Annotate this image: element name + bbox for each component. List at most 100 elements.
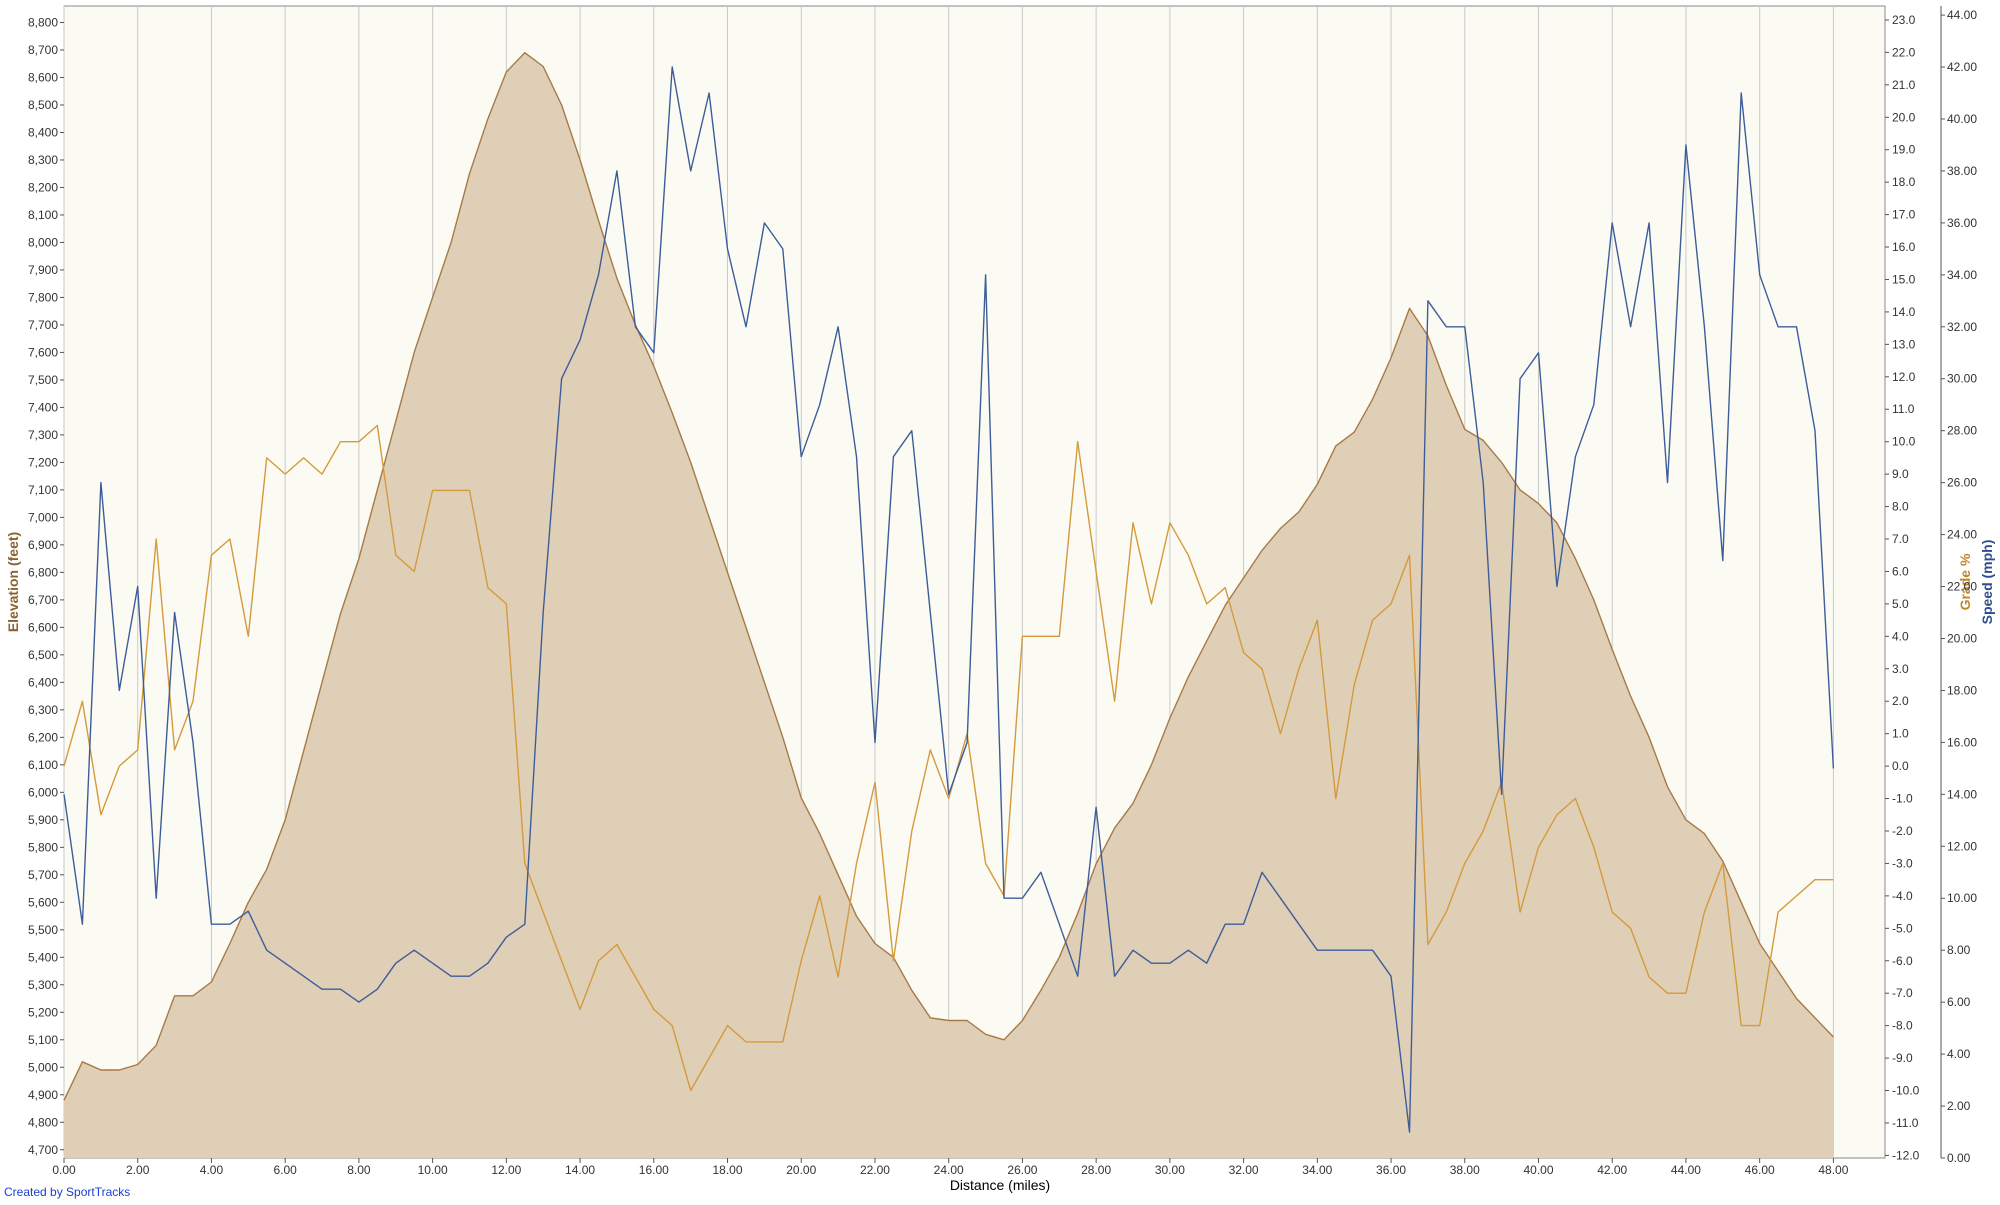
x-tick-label: 0.00	[52, 1163, 76, 1177]
y2-tick-label: 8.0	[1892, 500, 1909, 514]
y2-tick-label: 21.0	[1892, 78, 1916, 92]
y-tick-label: 4,700	[28, 1143, 58, 1157]
grade-line	[63, 424, 1834, 1092]
y-tick-label: 8,800	[28, 15, 58, 29]
x-tick-label: 20.00	[786, 1163, 816, 1177]
x-tick-label: 22.00	[860, 1163, 890, 1177]
x-tick-label: 12.00	[491, 1163, 521, 1177]
y-tick-label: 8,400	[28, 125, 58, 139]
y2-tick-label: -12.0	[1892, 1148, 1920, 1162]
x-tick-label: 42.00	[1597, 1163, 1627, 1177]
x-tick-label: 18.00	[713, 1163, 743, 1177]
y-tick-label: 7,100	[28, 483, 58, 497]
y-tick-label: 7,900	[28, 263, 58, 277]
x-tick-label: 48.00	[1818, 1163, 1848, 1177]
y2-tick-label: 9.0	[1892, 467, 1909, 481]
y-tick-label: 7,700	[28, 318, 58, 332]
elevation-line	[63, 52, 1834, 1101]
y2-axis-title: Grade %	[1957, 553, 1973, 610]
x-tick-label: 8.00	[347, 1163, 371, 1177]
y2-tick-label: 15.0	[1892, 272, 1916, 286]
y3-axis-title: Speed (mph)	[1979, 540, 1995, 625]
y3-tick-label: 26.00	[1947, 476, 1977, 490]
y-tick-label: 5,600	[28, 895, 58, 909]
y-tick-label: 5,800	[28, 840, 58, 854]
y-tick-label: 6,900	[28, 538, 58, 552]
y2-tick-label: -10.0	[1892, 1084, 1920, 1098]
y-tick-label: 5,900	[28, 813, 58, 827]
y2-tick-label: -5.0	[1892, 921, 1913, 935]
y-axis-title: Elevation (feet)	[5, 532, 21, 632]
y-tick-label: 8,700	[28, 43, 58, 57]
x-tick-label: 16.00	[639, 1163, 669, 1177]
x-tick-label: 2.00	[126, 1163, 150, 1177]
y2-tick-label: -3.0	[1892, 856, 1913, 870]
y2-tick-label: -8.0	[1892, 1019, 1913, 1033]
y2-tick-label: 6.0	[1892, 564, 1909, 578]
y3-tick-label: 10.00	[1947, 891, 1977, 905]
y-tick-label: 7,400	[28, 400, 58, 414]
x-tick-label: 32.00	[1229, 1163, 1259, 1177]
y3-tick-label: 6.00	[1947, 995, 1971, 1009]
y-tick-label: 5,100	[28, 1033, 58, 1047]
y3-tick-label: 20.00	[1947, 631, 1977, 645]
y3-tick-label: 4.00	[1947, 1047, 1971, 1061]
y3-tick-label: 2.00	[1947, 1099, 1971, 1113]
y3-tick-label: 8.00	[1947, 943, 1971, 957]
y3-tick-label: 30.00	[1947, 372, 1977, 386]
y2-tick-label: -9.0	[1892, 1051, 1913, 1065]
y3-tick-label: 40.00	[1947, 112, 1977, 126]
x-tick-label: 28.00	[1081, 1163, 1111, 1177]
y2-tick-label: 16.0	[1892, 240, 1916, 254]
y3-tick-label: 0.00	[1947, 1151, 1971, 1165]
x-tick-label: 14.00	[565, 1163, 595, 1177]
y2-tick-label: 17.0	[1892, 208, 1916, 222]
y3-tick-label: 12.00	[1947, 839, 1977, 853]
y3-tick-label: 34.00	[1947, 268, 1977, 282]
y-tick-label: 8,000	[28, 235, 58, 249]
x-tick-label: 4.00	[200, 1163, 224, 1177]
y-tick-label: 8,600	[28, 70, 58, 84]
y2-tick-label: 4.0	[1892, 629, 1909, 643]
y2-tick-label: 10.0	[1892, 435, 1916, 449]
y2-tick-label: 23.0	[1892, 13, 1916, 27]
y2-tick-label: -6.0	[1892, 954, 1913, 968]
y-tick-label: 4,900	[28, 1088, 58, 1102]
credit: Created by SportTracks	[4, 1185, 130, 1199]
y-tick-label: 7,000	[28, 510, 58, 524]
speed-line	[63, 66, 1835, 1133]
y2-tick-label: -11.0	[1892, 1116, 1919, 1130]
elevation-area	[64, 52, 1834, 1159]
x-axis-title: Distance (miles)	[950, 1177, 1050, 1193]
y-tick-label: 7,500	[28, 373, 58, 387]
y-tick-label: 4,800	[28, 1115, 58, 1129]
y-tick-label: 6,300	[28, 703, 58, 717]
y2-tick-label: 22.0	[1892, 45, 1916, 59]
x-tick-label: 44.00	[1671, 1163, 1701, 1177]
y-tick-label: 6,100	[28, 758, 58, 772]
y2-tick-label: 2.0	[1892, 694, 1909, 708]
x-tick-label: 34.00	[1302, 1163, 1332, 1177]
y-tick-label: 7,800	[28, 290, 58, 304]
y2-tick-label: 18.0	[1892, 175, 1916, 189]
y-tick-label: 6,700	[28, 593, 58, 607]
x-tick-label: 30.00	[1155, 1163, 1185, 1177]
y-tick-label: 6,800	[28, 565, 58, 579]
y3-tick-label: 18.00	[1947, 683, 1977, 697]
y3-tick-label: 42.00	[1947, 60, 1977, 74]
y3-tick-label: 38.00	[1947, 164, 1977, 178]
x-tick-label: 24.00	[934, 1163, 964, 1177]
x-tick-label: 36.00	[1376, 1163, 1406, 1177]
y-tick-label: 8,200	[28, 180, 58, 194]
y2-tick-label: 1.0	[1892, 727, 1909, 741]
x-tick-label: 40.00	[1523, 1163, 1553, 1177]
y2-tick-label: 20.0	[1892, 110, 1916, 124]
x-tick-label: 26.00	[1007, 1163, 1037, 1177]
y-tick-label: 8,500	[28, 98, 58, 112]
y3-tick-label: 14.00	[1947, 787, 1977, 801]
x-tick-label: 6.00	[273, 1163, 297, 1177]
y-tick-label: 8,300	[28, 153, 58, 167]
y-tick-label: 5,400	[28, 950, 58, 964]
y-tick-label: 5,700	[28, 868, 58, 882]
x-tick-label: 10.00	[418, 1163, 448, 1177]
